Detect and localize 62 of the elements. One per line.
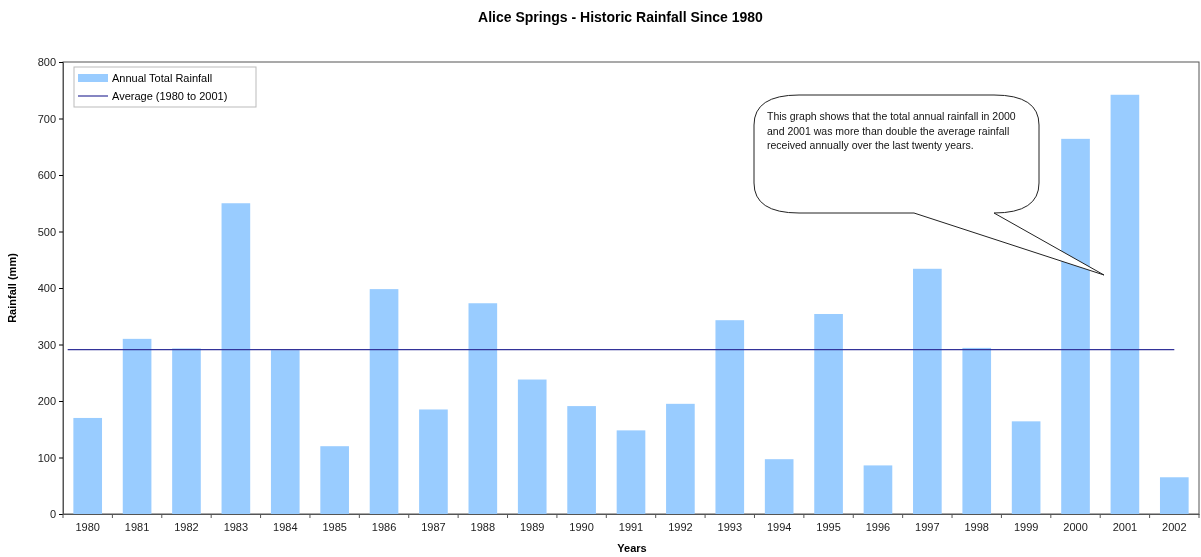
speech-callout: This graph shows that the total annual rainfall in 2000 and 2001 was more than double the average rainfall received annually over the last twenty years. (753, 94, 1105, 276)
x-tick-label: 1992 (668, 520, 693, 533)
x-tick-label: 1988 (470, 520, 496, 533)
bar (616, 430, 646, 514)
x-tick-label: 2000 (1063, 520, 1088, 533)
bar (221, 203, 251, 514)
bar (270, 350, 300, 514)
x-tick-label: 1994 (766, 520, 792, 533)
bar (1061, 138, 1090, 514)
legend-label: Average (1980 to 2001) (112, 90, 228, 102)
x-tick-label: 1996 (865, 520, 891, 533)
x-tick-label: 1985 (322, 520, 347, 533)
x-tick-label: 1980 (75, 520, 100, 533)
x-tick-label: 1995 (816, 520, 841, 533)
bar (369, 289, 399, 514)
x-tick-label: 1993 (717, 520, 743, 533)
bar (764, 459, 794, 514)
x-tick-label: 1986 (371, 520, 397, 533)
bar (962, 347, 992, 514)
y-tick-label: 400 (37, 282, 56, 295)
annotation: This graph shows that the total annual rainfall in 2000 and 2001 was more than double the average rainfall received annually over the last twenty years. (767, 110, 1016, 151)
bar (172, 348, 201, 514)
legend-label: Annual Total Rainfall (112, 72, 213, 84)
x-tick-label: 2001 (1112, 520, 1138, 533)
bar (1110, 94, 1140, 514)
bar (1159, 477, 1189, 514)
x-tick-label: 1998 (964, 520, 989, 533)
x-tick-label: 1987 (421, 520, 446, 533)
y-tick-label: 700 (37, 112, 56, 125)
y-tick-label: 600 (37, 169, 56, 182)
bar (666, 403, 695, 514)
x-tick-label: 1981 (124, 520, 150, 533)
bar (913, 268, 942, 514)
bar (468, 303, 498, 514)
bar (320, 446, 349, 514)
y-tick-label: 300 (37, 338, 56, 351)
bar (122, 338, 152, 514)
bar (517, 379, 547, 514)
x-tick-label: 1989 (519, 520, 545, 533)
bar (73, 417, 103, 514)
x-tick-label: 1982 (174, 520, 199, 533)
x-tick-label: 1991 (618, 520, 644, 533)
x-tick-label: 1990 (569, 520, 594, 533)
bar (1011, 421, 1041, 514)
bar (814, 313, 843, 514)
bar (567, 406, 596, 514)
bar (715, 320, 745, 514)
y-tick-label: 0 (49, 508, 56, 521)
y-tick-label: 500 (37, 225, 56, 238)
chart-title: Alice Springs - Historic Rainfall Since 1980 (478, 9, 764, 25)
bar (419, 409, 448, 514)
x-axis-title: Years (617, 542, 647, 554)
x-tick-label: 1999 (1013, 520, 1039, 533)
bar (863, 465, 893, 514)
y-tick-label: 100 (37, 451, 56, 464)
x-tick-label: 1983 (223, 520, 249, 533)
x-tick-label: 2002 (1162, 520, 1187, 533)
y-tick-label: 800 (37, 56, 56, 69)
x-tick-label: 1984 (273, 520, 298, 533)
y-tick-label: 200 (37, 395, 56, 408)
y-axis-title: Rainfall (mm) (6, 252, 18, 323)
x-tick-label: 1997 (915, 520, 940, 533)
